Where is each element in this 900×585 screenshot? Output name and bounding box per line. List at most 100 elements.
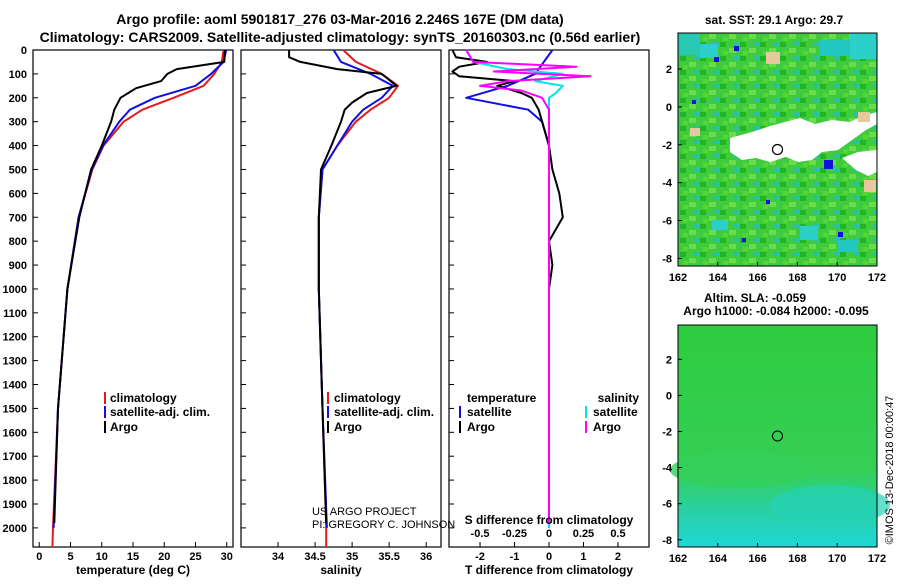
sla-map-patch [770,485,890,525]
x-tick-label: 15 [127,551,139,563]
x2-tick-label: 0.25 [573,528,594,540]
sst-map-pixel [838,232,843,237]
sst-map-nodata [730,112,877,162]
map-x-tick-label: 170 [828,553,846,565]
depth-tick-label: 1800 [3,475,27,487]
x-tick-label: 34 [272,551,285,563]
map-y-tick-label: -6 [662,216,672,228]
imos-watermark: ©IMOS 13-Dec-2018 00:00:47 [884,396,896,545]
map-y-tick-label: 0 [666,390,672,402]
sst-map-patch [800,226,818,240]
sst-map-axes: 162 164 166 168 170 172 2 0 -2 -4 -6 -8 [662,64,886,284]
series-line-temperature-satellite [465,49,554,528]
legend-satellite-label: satellite-adj. clim. [110,405,210,419]
map-x-tick-label: 168 [788,272,806,284]
credit-pi: PI: GREGORY C. JOHNSON [312,519,455,531]
legend-temperature-heading: temperature [467,391,537,405]
sla-map-frame [677,324,878,548]
x-tick-label: -1 [510,551,520,563]
x-tick-label: 34.5 [304,551,325,563]
map-x-tick-label: 162 [669,553,687,565]
depth-tick-label: 1100 [3,308,27,320]
legend-salinity-heading: salinity [598,391,640,405]
sla-map: 162 164 166 168 170 172 2 0 -2 -4 -6 -8 [662,324,890,565]
x-tick-label: 35.5 [378,551,399,563]
x-tick-label: 30 [221,551,233,563]
series-line-satellite-adj-clim- [52,49,228,528]
map-x-tick-label: 166 [748,553,766,565]
salinity-legend: climatology satellite-adj. clim. Argo [327,391,434,434]
series-line-climatology [51,49,225,548]
series-line-argo [53,49,226,524]
series-line-temperature-argo [451,49,564,524]
s-difference-xlabel: S difference from climatology [465,513,634,527]
legend-sal-satellite-label: satellite [593,405,638,419]
depth-tick-label: 1300 [3,356,27,368]
sst-map-patch [700,44,718,58]
depth-tick-label: 1900 [3,499,27,511]
map-x-tick-label: 172 [868,272,886,284]
map-y-tick-label: -4 [662,463,673,475]
map-y-tick-label: -2 [662,140,672,152]
x-tick-label: 20 [158,551,170,563]
t-difference-xlabel: T difference from climatology [465,563,633,577]
temperature-legend: climatology satellite-adj. clim. Argo [104,391,210,434]
map-x-tick-label: 172 [868,553,886,565]
argo-location-marker [771,143,784,156]
salinity-plot: 34 34.5 35 35.5 36 [272,49,432,563]
sst-map-pixel [766,200,770,204]
difference-plot: -2 -1 0 1 2 -0.5 -0.25 0 0.25 0.5 [451,49,626,563]
figure-title-line2: Climatology: CARS2009. Satellite-adjuste… [40,29,641,45]
sst-map-patch [850,33,877,59]
depth-tick-label: 1600 [3,427,27,439]
sst-map-pixel [824,160,833,169]
figure-title-line1: Argo profile: aoml 5901817_276 03-Mar-20… [116,11,563,27]
legend-climatology-label: climatology [110,391,177,405]
map-x-tick-label: 162 [669,272,687,284]
x-tick-label: 2 [615,551,621,563]
legend-argo-label: Argo [334,420,362,434]
sla-map-title: Altim. SLA: -0.059 [704,291,806,305]
x2-tick-label: -0.25 [502,528,527,540]
sst-map-pixel [714,57,719,62]
depth-tick-label: 500 [9,164,27,176]
sst-map-patch [858,112,870,122]
depth-tick-label: 700 [9,212,27,224]
sst-map-patch [838,240,858,252]
series-line-salinity-argo [465,49,592,524]
x2-tick-label: 0 [546,528,552,540]
difference-legend: temperature satellite Argo salinity sate… [459,391,640,434]
salinity-xlabel: salinity [320,563,362,577]
map-y-tick-label: -2 [662,426,672,438]
map-y-tick-label: 2 [666,64,672,76]
depth-axis-labels: 0 100 200 300 400 500 600 700 800 900 1000 1100 1200… [3,45,454,535]
x-tick-label: 5 [67,551,73,563]
sst-map-patch [678,33,700,55]
legend-argo-label: Argo [110,420,138,434]
depth-tick-label: 1700 [3,451,27,463]
x-tick-label: 10 [96,551,108,563]
sst-map-title: sat. SST: 29.1 Argo: 29.7 [705,13,844,27]
x-tick-label: 1 [580,551,586,563]
depth-tick-label: 200 [9,93,27,105]
temperature-xlabel: temperature (deg C) [76,563,190,577]
depth-tick-label: 1400 [3,380,27,392]
depth-tick-label: 2000 [3,523,27,535]
series-line-climatology [317,49,399,547]
map-x-tick-label: 164 [709,553,728,565]
x-tick-label: 0 [36,551,42,563]
x2-tick-label: 0.5 [610,528,625,540]
credit-project: US ARGO PROJECT [312,506,417,518]
sst-map-pixel [734,46,739,51]
map-x-tick-label: 164 [709,272,728,284]
map-y-tick-label: -6 [662,499,672,511]
x-tick-label: -2 [475,551,485,563]
legend-sal-argo-label: Argo [593,420,621,434]
salinity-panel-frame [240,49,442,548]
sla-map-subtitle: Argo h1000: -0.084 h2000: -0.095 [683,304,869,318]
map-y-tick-label: 2 [666,354,672,366]
sst-map-patch [712,220,728,230]
depth-tick-label: 0 [21,45,27,57]
legend-satellite-label: satellite-adj. clim. [334,405,434,419]
map-y-tick-label: -8 [662,253,672,265]
